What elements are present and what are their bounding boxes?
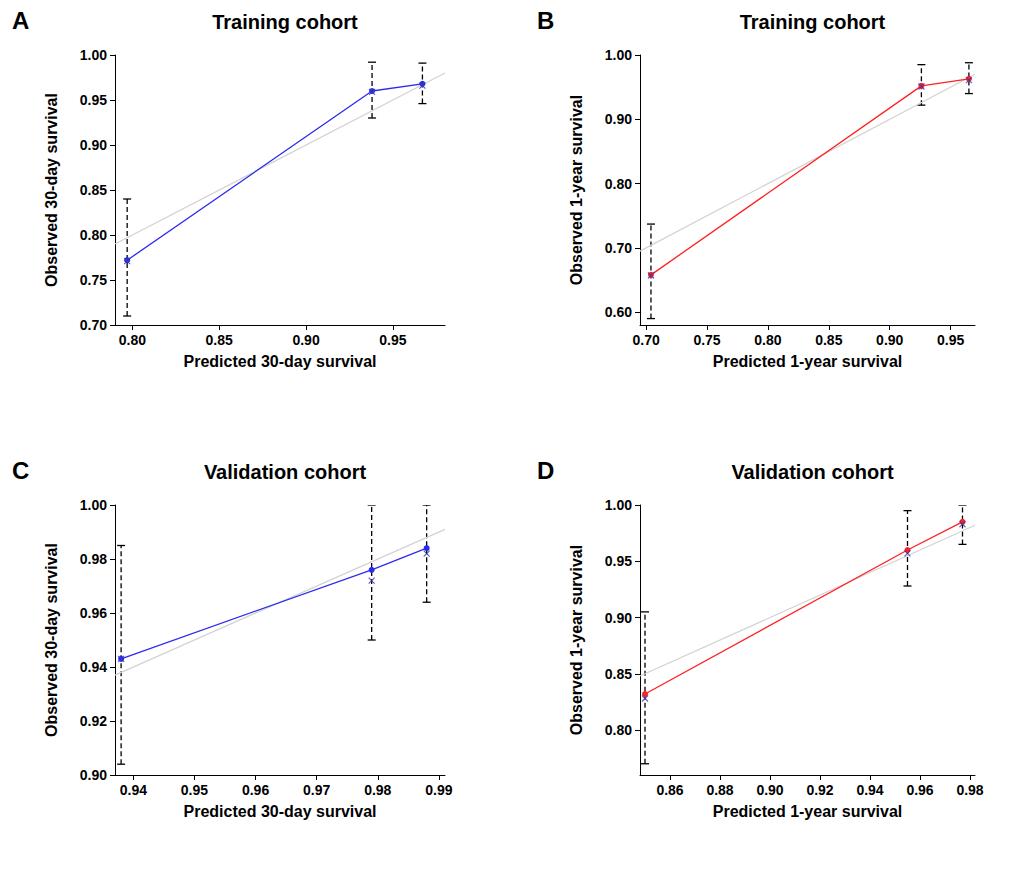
svg-text:0.90: 0.90 (605, 610, 632, 626)
svg-text:1.00: 1.00 (605, 47, 632, 63)
svg-text:0.70: 0.70 (632, 332, 659, 348)
svg-text:B: B (537, 7, 554, 34)
svg-text:0.99: 0.99 (425, 782, 452, 798)
svg-text:0.80: 0.80 (605, 176, 632, 192)
svg-text:Validation cohort: Validation cohort (204, 461, 367, 483)
svg-text:Validation cohort: Validation cohort (731, 461, 894, 483)
svg-text:Training cohort: Training cohort (740, 11, 886, 33)
svg-text:Training cohort: Training cohort (212, 11, 358, 33)
svg-text:0.96: 0.96 (242, 782, 269, 798)
svg-text:1.00: 1.00 (605, 497, 632, 513)
svg-text:Predicted 1-year survival: Predicted 1-year survival (713, 353, 902, 370)
svg-text:Observed 30-day survival: Observed 30-day survival (43, 93, 60, 287)
svg-text:C: C (12, 457, 29, 484)
svg-text:0.95: 0.95 (605, 553, 632, 569)
svg-text:0.80: 0.80 (119, 332, 146, 348)
svg-text:0.70: 0.70 (605, 240, 632, 256)
svg-text:0.85: 0.85 (206, 332, 233, 348)
svg-text:0.95: 0.95 (379, 332, 406, 348)
svg-text:0.97: 0.97 (303, 782, 330, 798)
svg-text:0.70: 0.70 (80, 317, 107, 333)
svg-text:D: D (537, 457, 554, 484)
svg-text:0.94: 0.94 (856, 782, 883, 798)
svg-text:0.98: 0.98 (80, 551, 107, 567)
svg-text:0.95: 0.95 (80, 92, 107, 108)
svg-text:Predicted 1-year survival: Predicted 1-year survival (713, 803, 902, 820)
svg-text:0.80: 0.80 (605, 722, 632, 738)
svg-text:A: A (12, 7, 29, 34)
svg-text:0.90: 0.90 (605, 111, 632, 127)
svg-text:Observed 1-year survival: Observed 1-year survival (568, 545, 585, 735)
svg-text:0.75: 0.75 (80, 272, 107, 288)
svg-text:0.75: 0.75 (693, 332, 720, 348)
svg-text:0.80: 0.80 (80, 227, 107, 243)
svg-text:0.98: 0.98 (364, 782, 391, 798)
svg-text:0.80: 0.80 (754, 332, 781, 348)
svg-text:0.85: 0.85 (815, 332, 842, 348)
svg-text:0.88: 0.88 (706, 782, 733, 798)
svg-text:0.85: 0.85 (80, 182, 107, 198)
svg-text:0.96: 0.96 (80, 605, 107, 621)
svg-text:0.90: 0.90 (292, 332, 319, 348)
svg-text:0.60: 0.60 (605, 304, 632, 320)
svg-text:0.94: 0.94 (120, 782, 147, 798)
svg-text:0.90: 0.90 (80, 137, 107, 153)
svg-text:0.90: 0.90 (80, 767, 107, 783)
svg-text:0.85: 0.85 (605, 666, 632, 682)
svg-text:0.86: 0.86 (656, 782, 683, 798)
svg-text:1.00: 1.00 (80, 47, 107, 63)
svg-text:0.92: 0.92 (80, 713, 107, 729)
svg-text:0.92: 0.92 (806, 782, 833, 798)
svg-text:1.00: 1.00 (80, 497, 107, 513)
svg-text:0.94: 0.94 (80, 659, 107, 675)
svg-text:0.96: 0.96 (906, 782, 933, 798)
svg-text:0.90: 0.90 (756, 782, 783, 798)
svg-text:Observed 1-year survival: Observed 1-year survival (568, 95, 585, 285)
svg-text:Observed 30-day survival: Observed 30-day survival (43, 543, 60, 737)
svg-text:0.98: 0.98 (956, 782, 983, 798)
svg-text:0.90: 0.90 (876, 332, 903, 348)
svg-text:Predicted 30-day survival: Predicted 30-day survival (184, 353, 377, 370)
svg-text:0.95: 0.95 (937, 332, 964, 348)
svg-text:0.95: 0.95 (181, 782, 208, 798)
svg-text:Predicted 30-day survival: Predicted 30-day survival (184, 803, 377, 820)
